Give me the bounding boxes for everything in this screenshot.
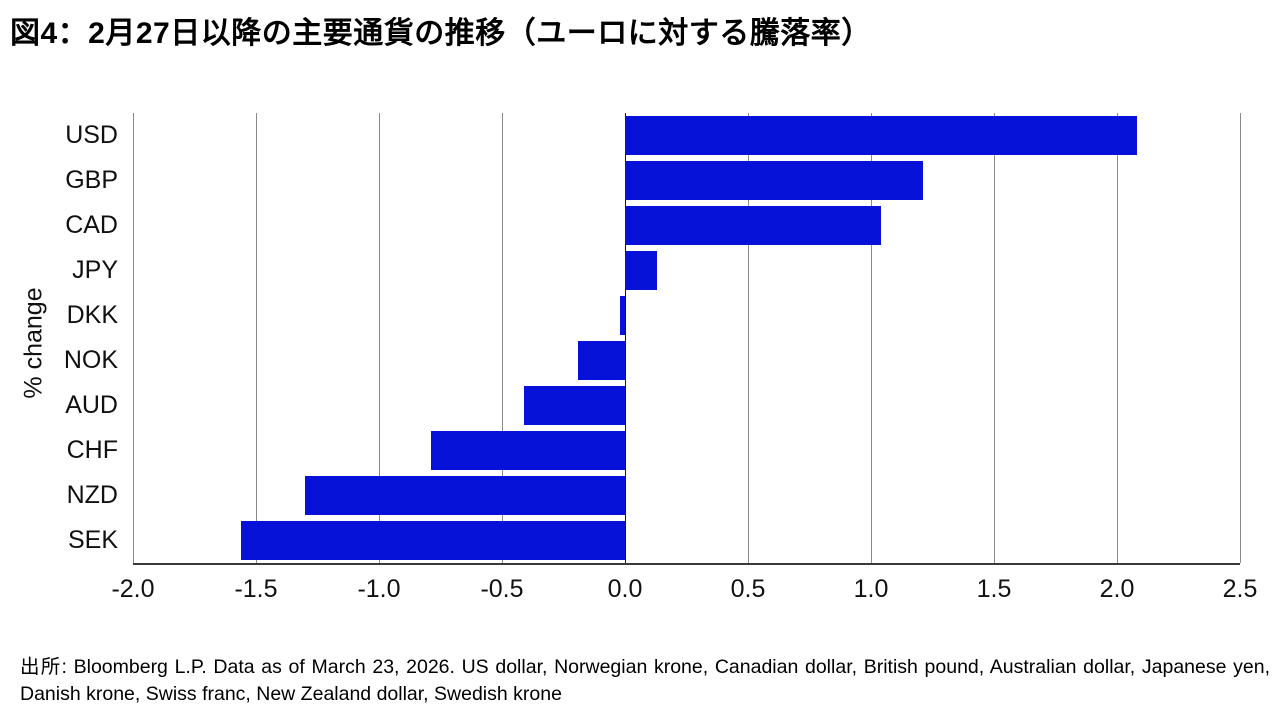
bar-nzd [305, 476, 625, 515]
bar-chf [430, 431, 625, 470]
x-tick-label: 1.0 [853, 575, 889, 603]
gridline [1117, 113, 1118, 563]
y-label-cad: CAD [65, 211, 118, 239]
x-tick-label: 0.5 [730, 575, 766, 603]
y-label-nzd: NZD [66, 481, 118, 509]
x-tick-label: -0.5 [480, 575, 524, 603]
x-tick-label: 1.5 [976, 575, 1012, 603]
zero-gridline [625, 113, 626, 563]
bar-nok [578, 341, 625, 380]
gridline [133, 113, 134, 563]
y-label-dkk: DKK [66, 301, 118, 329]
chart-title: 図4：2月27日以降の主要通貨の推移（ユーロに対する騰落率） [10, 17, 872, 50]
gridline [748, 113, 749, 563]
x-tick-label: -2.0 [111, 575, 155, 603]
x-tick-label: -1.5 [234, 575, 278, 603]
plot-area [133, 113, 1241, 565]
y-label-chf: CHF [66, 436, 118, 464]
bar-dkk [620, 296, 625, 335]
y-label-usd: USD [65, 121, 118, 149]
bar-sek [241, 521, 625, 560]
y-label-jpy: JPY [72, 256, 118, 284]
y-label-gbp: GBP [65, 166, 118, 194]
x-tick-label: 2.0 [1099, 575, 1135, 603]
bar-gbp [625, 161, 923, 200]
source-note: 出所: Bloomberg L.P. Data as of March 23, … [20, 656, 1270, 705]
bar-jpy [625, 251, 657, 290]
gridline [994, 113, 995, 563]
gridline [256, 113, 257, 563]
x-tick-label: 2.5 [1222, 575, 1258, 603]
bar-aud [524, 386, 625, 425]
y-label-aud: AUD [65, 391, 118, 419]
gridline [1240, 113, 1241, 563]
y-label-nok: NOK [63, 346, 118, 374]
x-tick-label: 0.0 [607, 575, 643, 603]
gridline [502, 113, 503, 563]
gridline [379, 113, 380, 563]
x-tick-label: -1.0 [357, 575, 401, 603]
gridline [871, 113, 872, 563]
bar-cad [625, 206, 881, 245]
bar-usd [625, 116, 1137, 155]
y-label-sek: SEK [67, 526, 118, 554]
